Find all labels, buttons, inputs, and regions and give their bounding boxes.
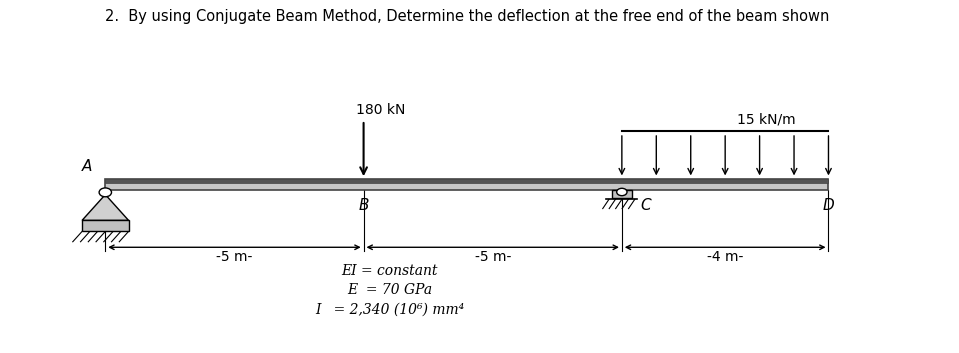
Text: 15 kN/m: 15 kN/m: [737, 113, 796, 127]
Circle shape: [617, 188, 627, 196]
Text: 180 kN: 180 kN: [356, 103, 406, 117]
Polygon shape: [82, 195, 129, 220]
Circle shape: [99, 188, 111, 197]
Text: -5 m-: -5 m-: [475, 250, 511, 264]
Bar: [612, 190, 632, 198]
Bar: [82, 220, 129, 232]
Text: EI = constant: EI = constant: [341, 264, 437, 278]
Text: A: A: [82, 158, 92, 174]
Text: -4 m-: -4 m-: [707, 250, 743, 264]
Text: I   = 2,340 (10⁶) mm⁴: I = 2,340 (10⁶) mm⁴: [315, 302, 464, 316]
Bar: [105, 179, 829, 190]
Text: E  = 70 GPa: E = 70 GPa: [347, 283, 432, 297]
Text: B: B: [359, 198, 369, 213]
Text: C: C: [640, 198, 650, 213]
Text: -5 m-: -5 m-: [217, 250, 252, 264]
Text: 2.  By using Conjugate Beam Method, Determine the deflection at the free end of : 2. By using Conjugate Beam Method, Deter…: [105, 9, 830, 24]
Text: D: D: [823, 198, 834, 213]
Bar: [105, 179, 829, 183]
